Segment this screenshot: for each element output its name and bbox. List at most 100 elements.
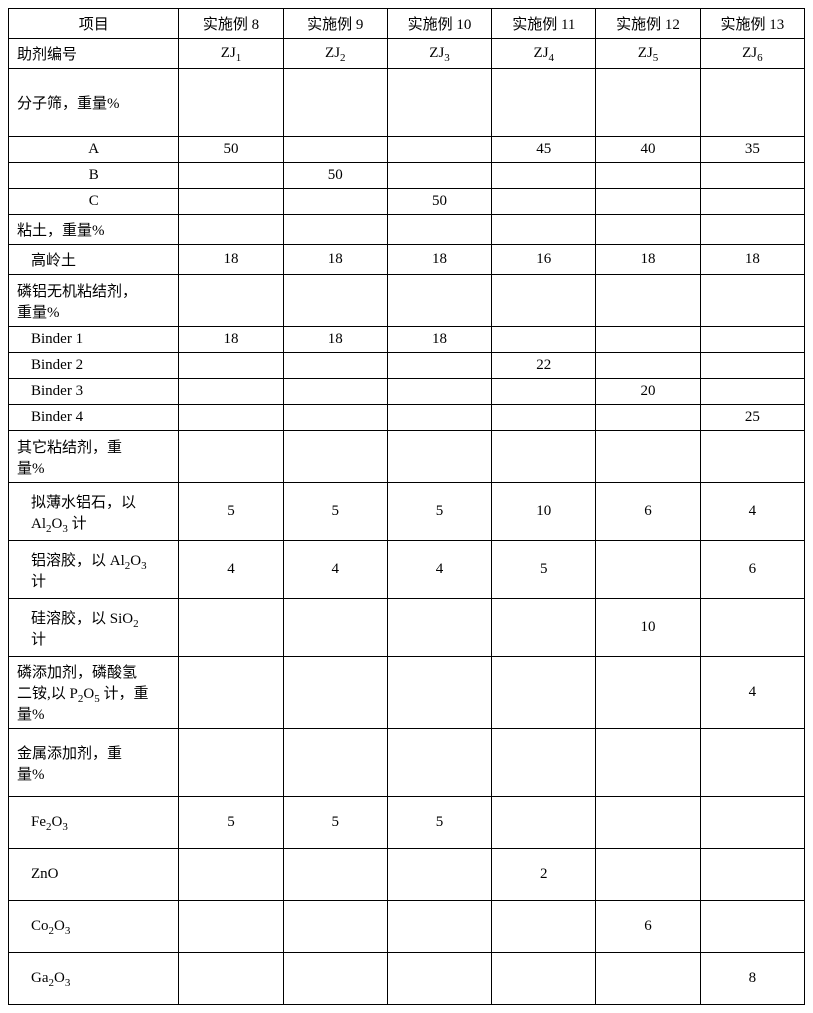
- row-label: Binder 3: [9, 379, 179, 405]
- row-label: 硅溶胶，以 SiO2计: [9, 599, 179, 657]
- cell: [700, 69, 804, 137]
- row-label: 高岭土: [9, 245, 179, 275]
- cell: 40: [596, 137, 700, 163]
- row-label: Binder 2: [9, 353, 179, 379]
- table-row: 磷铝无机粘结剂，重量%: [9, 275, 805, 327]
- cell: [283, 189, 387, 215]
- cell: 18: [283, 245, 387, 275]
- table-row: 拟薄水铝石，以Al2O3 计5551064: [9, 483, 805, 541]
- cell: [700, 431, 804, 483]
- cell: [283, 599, 387, 657]
- cell: [283, 849, 387, 901]
- cell: [596, 163, 700, 189]
- cell: [283, 431, 387, 483]
- row-label: ZnO: [9, 849, 179, 901]
- cell: [596, 327, 700, 353]
- cell: 5: [387, 797, 491, 849]
- cell: [179, 405, 283, 431]
- cell: 6: [596, 901, 700, 953]
- cell: [596, 405, 700, 431]
- cell: [387, 729, 491, 797]
- cell: [387, 137, 491, 163]
- row-label: 磷铝无机粘结剂，重量%: [9, 275, 179, 327]
- cell: [596, 215, 700, 245]
- table-row: Binder 1181818: [9, 327, 805, 353]
- cell: [492, 327, 596, 353]
- cell: [596, 353, 700, 379]
- cell: 18: [700, 245, 804, 275]
- cell: [700, 215, 804, 245]
- row-label: 铝溶胶，以 Al2O3计: [9, 541, 179, 599]
- cell: [387, 69, 491, 137]
- cell: 45: [492, 137, 596, 163]
- cell: [492, 431, 596, 483]
- cell: 18: [596, 245, 700, 275]
- row-label: A: [9, 137, 179, 163]
- cell: 4: [700, 657, 804, 729]
- cell: [387, 431, 491, 483]
- cell: 4: [700, 483, 804, 541]
- cell: [492, 275, 596, 327]
- cell: 50: [179, 137, 283, 163]
- cell: [596, 189, 700, 215]
- cell: [387, 353, 491, 379]
- cell: [700, 327, 804, 353]
- cell: [179, 901, 283, 953]
- cell: [283, 137, 387, 163]
- cell: 5: [387, 483, 491, 541]
- cell: [596, 657, 700, 729]
- row-label: 粘土，重量%: [9, 215, 179, 245]
- cell: [492, 189, 596, 215]
- cell: ZJ2: [283, 39, 387, 69]
- cell: 22: [492, 353, 596, 379]
- table-row: A50454035: [9, 137, 805, 163]
- cell: [387, 379, 491, 405]
- cell: [596, 541, 700, 599]
- cell: [179, 189, 283, 215]
- row-label: 拟薄水铝石，以Al2O3 计: [9, 483, 179, 541]
- cell: [700, 599, 804, 657]
- table-row: Binder 425: [9, 405, 805, 431]
- col-ex11: 实施例 11: [492, 9, 596, 39]
- cell: 2: [492, 849, 596, 901]
- cell: 5: [179, 483, 283, 541]
- cell: 50: [283, 163, 387, 189]
- cell: [700, 189, 804, 215]
- col-ex13: 实施例 13: [700, 9, 804, 39]
- table-row: 分子筛，重量%: [9, 69, 805, 137]
- cell: 50: [387, 189, 491, 215]
- table-row: ZnO 2: [9, 849, 805, 901]
- cell: 18: [179, 327, 283, 353]
- cell: [700, 379, 804, 405]
- cell: [492, 405, 596, 431]
- row-label: Fe2O3: [9, 797, 179, 849]
- cell: [387, 953, 491, 1005]
- cell: 5: [283, 797, 387, 849]
- cell: [387, 901, 491, 953]
- row-label: 分子筛，重量%: [9, 69, 179, 137]
- cell: 4: [387, 541, 491, 599]
- row-label: Binder 4: [9, 405, 179, 431]
- header-row: 项目 实施例 8 实施例 9 实施例 10 实施例 11 实施例 12 实施例 …: [9, 9, 805, 39]
- table-header: 项目 实施例 8 实施例 9 实施例 10 实施例 11 实施例 12 实施例 …: [9, 9, 805, 39]
- row-label: 金属添加剂，重量%: [9, 729, 179, 797]
- cell: [179, 657, 283, 729]
- cell: [179, 353, 283, 379]
- table-row: Ga2O38: [9, 953, 805, 1005]
- cell: [283, 275, 387, 327]
- cell: [283, 353, 387, 379]
- cell: 8: [700, 953, 804, 1005]
- cell: [492, 797, 596, 849]
- table-row: 助剂编号ZJ1ZJ2ZJ3ZJ4ZJ5ZJ6: [9, 39, 805, 69]
- table-row: Binder 2 22: [9, 353, 805, 379]
- row-label: C: [9, 189, 179, 215]
- cell: [283, 657, 387, 729]
- cell: [283, 69, 387, 137]
- cell: [387, 275, 491, 327]
- cell: [179, 163, 283, 189]
- cell: [179, 729, 283, 797]
- cell: 16: [492, 245, 596, 275]
- col-ex8: 实施例 8: [179, 9, 283, 39]
- cell: [596, 953, 700, 1005]
- cell: 4: [179, 541, 283, 599]
